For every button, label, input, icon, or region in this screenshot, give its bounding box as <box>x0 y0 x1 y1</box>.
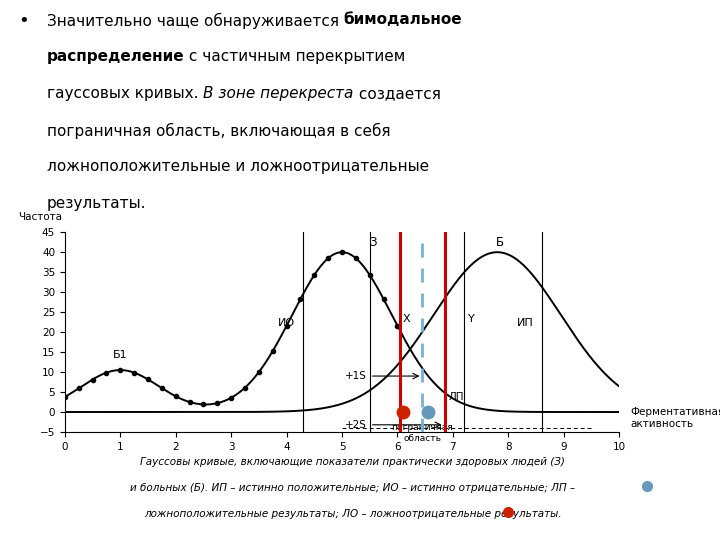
Text: ИО: ИО <box>278 318 295 328</box>
Text: ложноположительные и ложноотрицательные: ложноположительные и ложноотрицательные <box>47 159 429 174</box>
Text: Значительно чаще обнаруживается: Значительно чаще обнаруживается <box>47 12 343 29</box>
Text: Б: Б <box>496 236 504 249</box>
Text: •: • <box>18 12 29 30</box>
Text: Гауссовы кривые, включающие показатели практически здоровых людей (З): Гауссовы кривые, включающие показатели п… <box>140 457 565 467</box>
Text: ЛП: ЛП <box>449 392 464 402</box>
Text: Ферментативная
активность: Ферментативная активность <box>630 407 720 429</box>
Text: ложноположительные результаты; ЛО – ложноотрицательные результаты.: ложноположительные результаты; ЛО – ложн… <box>144 509 562 519</box>
Text: пограничная
область: пограничная область <box>392 423 454 443</box>
Text: гауссовых кривых.: гауссовых кривых. <box>47 86 203 101</box>
Text: З: З <box>369 236 377 249</box>
Text: ИП: ИП <box>516 318 534 328</box>
Text: бимодальное: бимодальное <box>343 12 462 28</box>
Text: В зоне перекреста: В зоне перекреста <box>203 86 354 101</box>
Text: +2S: +2S <box>345 420 367 430</box>
Text: создается: создается <box>354 86 441 101</box>
Text: распределение: распределение <box>47 49 184 64</box>
Text: Y: Y <box>469 314 475 324</box>
Text: пограничная область, включающая в себя: пограничная область, включающая в себя <box>47 123 390 139</box>
Text: X: X <box>403 314 410 324</box>
Text: Частота: Частота <box>18 212 62 222</box>
Text: результаты.: результаты. <box>47 196 146 211</box>
Text: с частичным перекрытием: с частичным перекрытием <box>184 49 405 64</box>
Text: и больных (Б). ИП – истинно положительные; ИО – истинно отрицательные; ЛП –: и больных (Б). ИП – истинно положительны… <box>130 483 575 493</box>
Text: +1S: +1S <box>345 371 367 381</box>
Text: Б1: Б1 <box>113 350 127 360</box>
